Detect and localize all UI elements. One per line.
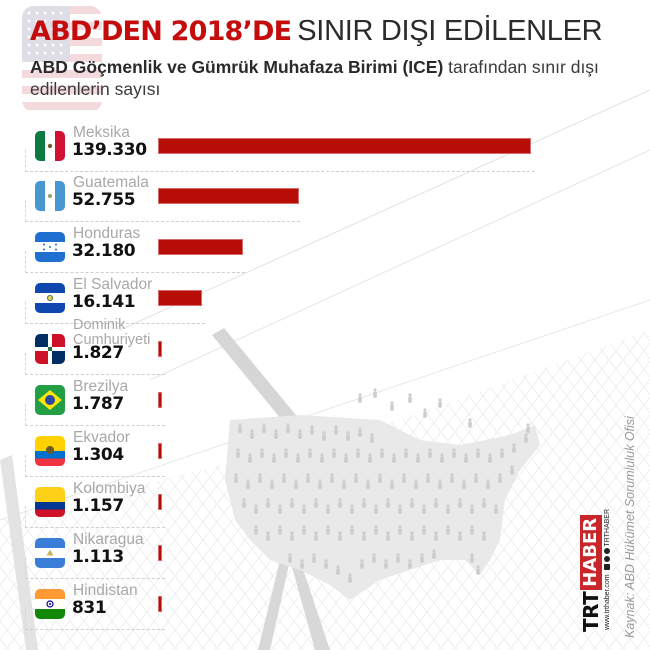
chart-row: Meksika 139.330 bbox=[25, 122, 535, 172]
facebook-icon bbox=[604, 564, 611, 571]
title-light: SINIR DIŞI EDİLENLER bbox=[297, 15, 603, 47]
bar bbox=[158, 290, 202, 306]
mexico-flag-icon bbox=[35, 131, 65, 161]
chart-row: Honduras 32.180 bbox=[25, 223, 245, 273]
country-label: Brezilya bbox=[73, 378, 129, 395]
brazil-flag-icon bbox=[35, 385, 65, 415]
subtitle-bold: ABD Göçmenlik ve Gümrük Muhafaza Birimi … bbox=[30, 57, 444, 77]
country-label: Ekvador bbox=[73, 429, 130, 446]
bar bbox=[158, 239, 243, 255]
country-label: Nikaragua bbox=[73, 531, 144, 548]
country-label: Guatemala bbox=[73, 174, 149, 191]
brand-haber: HABER bbox=[580, 514, 602, 590]
chart-row: Hindistan 831 bbox=[25, 580, 165, 630]
value-label: 139.330 bbox=[72, 140, 147, 160]
country-label: Honduras bbox=[73, 225, 141, 242]
trt-haber-logo: TRT HABER www.trthaber.com TRTHABER bbox=[578, 509, 611, 632]
value-label: 831 bbox=[72, 598, 107, 618]
value-label: 1.304 bbox=[72, 445, 124, 465]
bar bbox=[158, 443, 162, 459]
india-flag-icon bbox=[35, 589, 65, 619]
bar bbox=[158, 545, 162, 561]
brand-website: www.trthaber.com TRTHABER bbox=[604, 509, 611, 630]
chart-row: Dominik Cumhuriyeti 1.827 bbox=[25, 318, 165, 375]
subtitle-rest: tarafından sınır dışı edilenlerin sayısı bbox=[30, 57, 599, 99]
el-salvador-flag-icon bbox=[35, 283, 65, 313]
subtitle: ABD Göçmenlik ve Gümrük Muhafaza Birimi … bbox=[30, 56, 630, 100]
brand-trt: TRT bbox=[579, 591, 603, 632]
guatemala-flag-icon bbox=[35, 181, 65, 211]
bar bbox=[158, 138, 531, 154]
value-label: 1.787 bbox=[72, 394, 124, 414]
page-title: ABD’DEN 2018’DE SINIR DIŞI EDİLENLER bbox=[30, 14, 603, 49]
source-note: Kaynak: ABD Hükümet Sorumluluk Ofisi bbox=[623, 416, 637, 638]
value-label: 1.827 bbox=[72, 343, 124, 363]
chart-row: El Salvador 16.141 bbox=[25, 274, 205, 324]
title-bold: ABD’DEN 2018’DE bbox=[30, 16, 292, 47]
bar bbox=[158, 392, 162, 408]
chart-row: Brezilya 1.787 bbox=[25, 376, 165, 426]
instagram-icon bbox=[604, 556, 611, 563]
bar bbox=[158, 341, 162, 357]
bar bbox=[158, 188, 299, 204]
ecuador-flag-icon bbox=[35, 436, 65, 466]
chart-row: Ekvador 1.304 bbox=[25, 427, 165, 477]
website-text: www.trthaber.com bbox=[604, 574, 611, 630]
colombia-flag-icon bbox=[35, 487, 65, 517]
country-label: Kolombiya bbox=[73, 480, 146, 497]
twitter-icon bbox=[604, 548, 611, 555]
dominican-republic-flag-icon bbox=[35, 334, 65, 364]
country-label: El Salvador bbox=[73, 276, 153, 293]
chart-row: Guatemala 52.755 bbox=[25, 172, 300, 222]
value-label: 16.141 bbox=[72, 292, 136, 312]
bar bbox=[158, 494, 162, 510]
value-label: 32.180 bbox=[72, 241, 136, 261]
country-label: Dominik Cumhuriyeti bbox=[73, 317, 151, 348]
honduras-flag-icon bbox=[35, 232, 65, 262]
social-handle: TRTHABER bbox=[604, 508, 611, 547]
chart-row: Kolombiya 1.157 bbox=[25, 478, 165, 528]
value-label: 1.113 bbox=[72, 547, 124, 567]
country-label: Meksika bbox=[73, 124, 130, 141]
nicaragua-flag-icon bbox=[35, 538, 65, 568]
value-label: 52.755 bbox=[72, 190, 136, 210]
value-label: 1.157 bbox=[72, 496, 124, 516]
country-label: Hindistan bbox=[73, 582, 138, 599]
bar bbox=[158, 596, 162, 612]
chart-row: Nikaragua 1.113 bbox=[25, 529, 165, 579]
